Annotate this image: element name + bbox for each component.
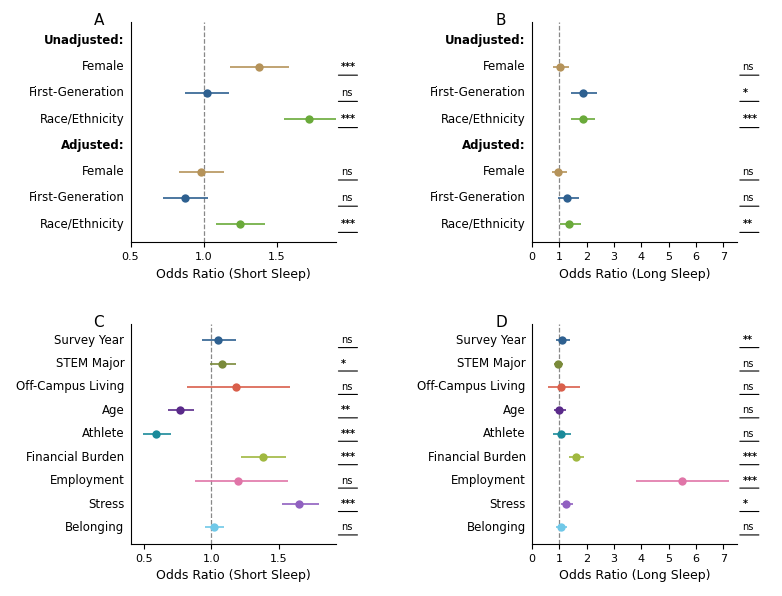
Text: ***: *** <box>743 476 758 486</box>
Text: ns: ns <box>743 405 754 415</box>
Text: ns: ns <box>743 523 754 532</box>
Text: STEM Major: STEM Major <box>457 357 526 370</box>
Text: Female: Female <box>82 60 124 73</box>
X-axis label: Odds Ratio (Long Sleep): Odds Ratio (Long Sleep) <box>559 268 710 281</box>
Text: ns: ns <box>743 167 754 176</box>
Text: First-Generation: First-Generation <box>28 86 124 100</box>
Text: Race/Ethnicity: Race/Ethnicity <box>441 113 526 126</box>
Text: ***: *** <box>341 452 356 462</box>
Text: ns: ns <box>743 382 754 392</box>
Text: B: B <box>495 14 505 29</box>
Text: Survey Year: Survey Year <box>456 334 526 347</box>
Text: Off-Campus Living: Off-Campus Living <box>418 380 526 393</box>
Text: *: * <box>341 359 346 368</box>
Text: ***: *** <box>341 499 356 509</box>
X-axis label: Odds Ratio (Short Sleep): Odds Ratio (Short Sleep) <box>156 569 310 582</box>
Text: Female: Female <box>483 165 526 178</box>
Text: ***: *** <box>743 114 758 124</box>
Text: Belonging: Belonging <box>467 521 526 534</box>
Text: Belonging: Belonging <box>65 521 124 534</box>
Text: First-Generation: First-Generation <box>430 191 526 204</box>
Text: Employment: Employment <box>451 474 526 487</box>
X-axis label: Odds Ratio (Long Sleep): Odds Ratio (Long Sleep) <box>559 569 710 582</box>
Text: Race/Ethnicity: Race/Ethnicity <box>441 218 526 231</box>
Text: **: ** <box>743 219 752 229</box>
Text: Off-Campus Living: Off-Campus Living <box>16 380 124 393</box>
Text: Stress: Stress <box>88 498 124 511</box>
Text: Adjusted:: Adjusted: <box>61 139 124 152</box>
Text: ns: ns <box>743 62 754 72</box>
Text: *: * <box>743 88 748 98</box>
Text: Athlete: Athlete <box>483 427 526 440</box>
Text: Female: Female <box>483 60 526 73</box>
X-axis label: Odds Ratio (Short Sleep): Odds Ratio (Short Sleep) <box>156 268 310 281</box>
Text: ***: *** <box>341 62 356 72</box>
Text: Adjusted:: Adjusted: <box>462 139 526 152</box>
Text: ns: ns <box>341 476 353 486</box>
Text: Financial Burden: Financial Burden <box>428 451 526 464</box>
Text: First-Generation: First-Generation <box>28 191 124 204</box>
Text: Employment: Employment <box>49 474 124 487</box>
Text: Age: Age <box>503 404 526 417</box>
Text: Age: Age <box>102 404 124 417</box>
Text: Unadjusted:: Unadjusted: <box>445 34 526 47</box>
Text: Unadjusted:: Unadjusted: <box>44 34 124 47</box>
Text: **: ** <box>743 335 752 345</box>
Text: ns: ns <box>341 88 353 98</box>
Text: D: D <box>495 315 507 330</box>
Text: STEM Major: STEM Major <box>56 357 124 370</box>
Text: ns: ns <box>341 167 353 176</box>
Text: ns: ns <box>743 359 754 368</box>
Text: Athlete: Athlete <box>82 427 124 440</box>
Text: A: A <box>94 14 104 29</box>
Text: ***: *** <box>341 114 356 124</box>
Text: **: ** <box>341 405 351 415</box>
Text: Race/Ethnicity: Race/Ethnicity <box>40 218 124 231</box>
Text: ns: ns <box>743 429 754 439</box>
Text: Female: Female <box>82 165 124 178</box>
Text: ns: ns <box>341 335 353 345</box>
Text: Survey Year: Survey Year <box>55 334 124 347</box>
Text: First-Generation: First-Generation <box>430 86 526 100</box>
Text: ***: *** <box>341 219 356 229</box>
Text: ***: *** <box>743 452 758 462</box>
Text: ns: ns <box>341 523 353 532</box>
Text: *: * <box>743 499 748 509</box>
Text: C: C <box>94 315 104 330</box>
Text: Race/Ethnicity: Race/Ethnicity <box>40 113 124 126</box>
Text: ns: ns <box>743 193 754 203</box>
Text: ns: ns <box>341 382 353 392</box>
Text: Stress: Stress <box>490 498 526 511</box>
Text: Financial Burden: Financial Burden <box>27 451 124 464</box>
Text: ns: ns <box>341 193 353 203</box>
Text: ***: *** <box>341 429 356 439</box>
